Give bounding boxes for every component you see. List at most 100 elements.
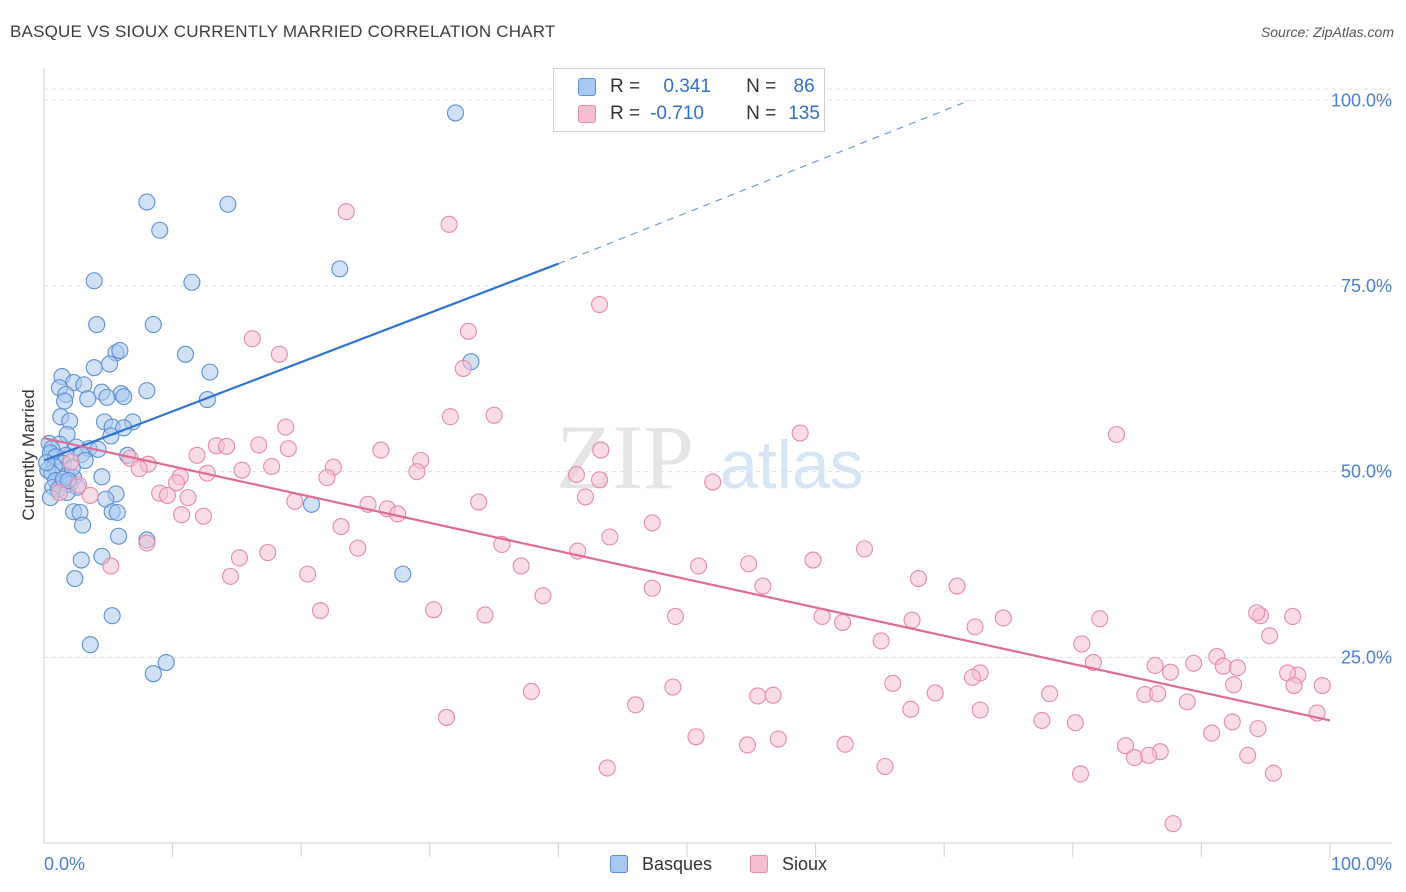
point-sioux xyxy=(218,437,236,455)
point-sioux xyxy=(1228,659,1246,677)
point-basques xyxy=(72,551,90,569)
point-sioux xyxy=(1107,425,1126,444)
point-sioux xyxy=(286,492,304,510)
point-sioux xyxy=(690,557,708,575)
axis-layer xyxy=(43,68,1392,857)
point-sioux xyxy=(512,557,530,575)
point-sioux xyxy=(876,757,894,776)
point-basques xyxy=(85,272,103,290)
point-sioux xyxy=(50,483,68,501)
point-sioux xyxy=(1091,610,1109,628)
point-sioux xyxy=(1239,746,1257,764)
point-basques xyxy=(219,195,237,213)
point-sioux xyxy=(437,708,456,727)
legend-r-value: 0.341 xyxy=(658,76,711,97)
y-tick-label: 50.0% xyxy=(1341,462,1392,482)
point-basques xyxy=(394,565,412,583)
point-sioux xyxy=(1164,815,1182,833)
point-sioux xyxy=(1225,676,1243,694)
point-sioux xyxy=(259,544,277,562)
point-sioux xyxy=(167,474,186,492)
point-sioux xyxy=(263,457,281,475)
trend-layer xyxy=(43,99,1331,722)
point-sioux xyxy=(971,701,989,719)
point-sioux xyxy=(277,418,295,436)
bottom-legend-sioux[interactable]: Sioux xyxy=(750,852,827,876)
point-sioux xyxy=(627,696,645,714)
bottom-legend-label-sioux: Sioux xyxy=(782,853,828,874)
point-sioux xyxy=(81,486,99,504)
point-sioux xyxy=(299,565,317,583)
bottom-legend-basques[interactable]: Basques xyxy=(610,852,712,876)
point-basques xyxy=(66,570,84,588)
y-tick-label: 100.0% xyxy=(1331,90,1392,110)
point-sioux xyxy=(408,463,426,481)
point-sioux xyxy=(332,518,350,536)
point-sioux xyxy=(666,607,684,626)
bottom-legend-swatch-basques xyxy=(610,855,628,873)
point-sioux xyxy=(601,528,619,546)
x-tick-label-max: 100.0% xyxy=(1331,854,1392,874)
legend-swatch-sioux xyxy=(578,105,596,123)
point-sioux xyxy=(270,345,288,363)
chart-title: BASQUE VS SIOUX CURRENTLY MARRIED CORREL… xyxy=(10,22,556,41)
bottom-legend-swatch-sioux xyxy=(750,855,768,873)
point-sioux xyxy=(318,469,336,487)
point-sioux xyxy=(1073,635,1091,653)
legend-r-label: R = xyxy=(610,103,641,124)
legend-r-value: -0.710 xyxy=(650,103,704,124)
point-sioux xyxy=(738,736,756,754)
point-basques xyxy=(88,316,106,334)
point-sioux xyxy=(158,486,177,504)
point-sioux xyxy=(1125,749,1144,767)
point-sioux xyxy=(1066,714,1084,732)
point-basques xyxy=(115,388,133,406)
point-sioux xyxy=(250,436,268,454)
point-sioux xyxy=(769,730,787,748)
point-sioux xyxy=(1203,724,1221,742)
point-sioux xyxy=(179,489,197,507)
label-layer: 25.0% 50.0% 75.0% 100.0% 0.0% 100.0% Currently… xyxy=(19,90,1392,874)
legend-n-label: N = xyxy=(746,103,777,124)
point-basques xyxy=(108,503,126,522)
point-sioux xyxy=(836,735,854,753)
point-sioux xyxy=(704,473,722,491)
point-sioux xyxy=(948,577,966,595)
point-sioux xyxy=(1140,746,1158,764)
point-sioux xyxy=(1033,711,1051,730)
point-sioux xyxy=(643,514,661,532)
point-sioux xyxy=(1146,656,1164,675)
x-tick-label-min: 0.0% xyxy=(44,854,85,874)
point-sioux xyxy=(576,488,594,506)
point-sioux xyxy=(754,577,772,595)
grid-layer xyxy=(44,88,1392,658)
legend-n-label: N = xyxy=(746,76,777,97)
point-sioux xyxy=(966,618,984,636)
legend-r-label: R = xyxy=(610,76,641,97)
point-sioux xyxy=(664,678,682,696)
point-sioux xyxy=(243,330,261,348)
point-sioux xyxy=(902,700,920,718)
point-sioux xyxy=(130,460,148,478)
point-basques xyxy=(446,104,465,122)
point-sioux xyxy=(1249,720,1267,738)
y-axis-title: Currently Married xyxy=(19,389,38,520)
point-basques xyxy=(144,316,162,334)
watermark-atlas: atlas xyxy=(720,427,864,503)
point-sioux xyxy=(749,687,767,705)
point-sioux xyxy=(441,408,459,426)
point-basques xyxy=(110,527,128,545)
point-sioux xyxy=(1261,627,1279,645)
point-sioux xyxy=(855,540,874,558)
point-sioux xyxy=(1071,765,1090,783)
point-basques xyxy=(56,392,74,410)
point-sioux xyxy=(337,203,355,221)
point-basques xyxy=(201,363,219,381)
point-basques xyxy=(138,193,156,211)
legend-swatch-basques xyxy=(578,78,596,96)
source-label: Source: ZipAtlas.com xyxy=(1260,24,1394,40)
point-basques xyxy=(79,390,97,408)
point-basques xyxy=(103,607,121,625)
point-sioux xyxy=(592,441,610,459)
